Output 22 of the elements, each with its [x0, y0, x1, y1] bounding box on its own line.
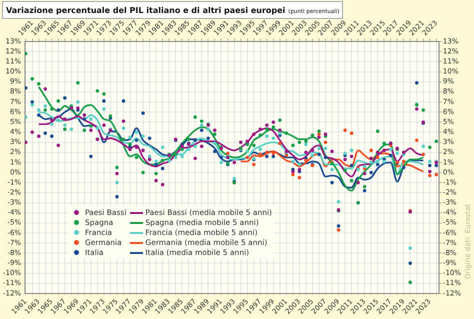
point — [324, 140, 328, 144]
point — [291, 172, 295, 176]
point — [428, 174, 432, 178]
point — [422, 152, 425, 156]
point — [376, 156, 380, 160]
point — [415, 138, 418, 142]
point — [278, 142, 282, 146]
point — [226, 152, 230, 156]
point — [298, 176, 302, 180]
chart-title: Variazione percentuale del PIL italiano e di altri paesi europei — [6, 6, 286, 15]
line-series — [38, 86, 424, 192]
point — [343, 128, 347, 132]
point — [272, 152, 276, 156]
point — [252, 162, 256, 166]
point — [265, 150, 269, 154]
line-series — [240, 150, 424, 172]
point — [402, 160, 406, 164]
point — [246, 156, 250, 160]
point — [434, 172, 438, 176]
point — [350, 132, 354, 135]
point — [336, 228, 340, 232]
point — [369, 148, 373, 152]
